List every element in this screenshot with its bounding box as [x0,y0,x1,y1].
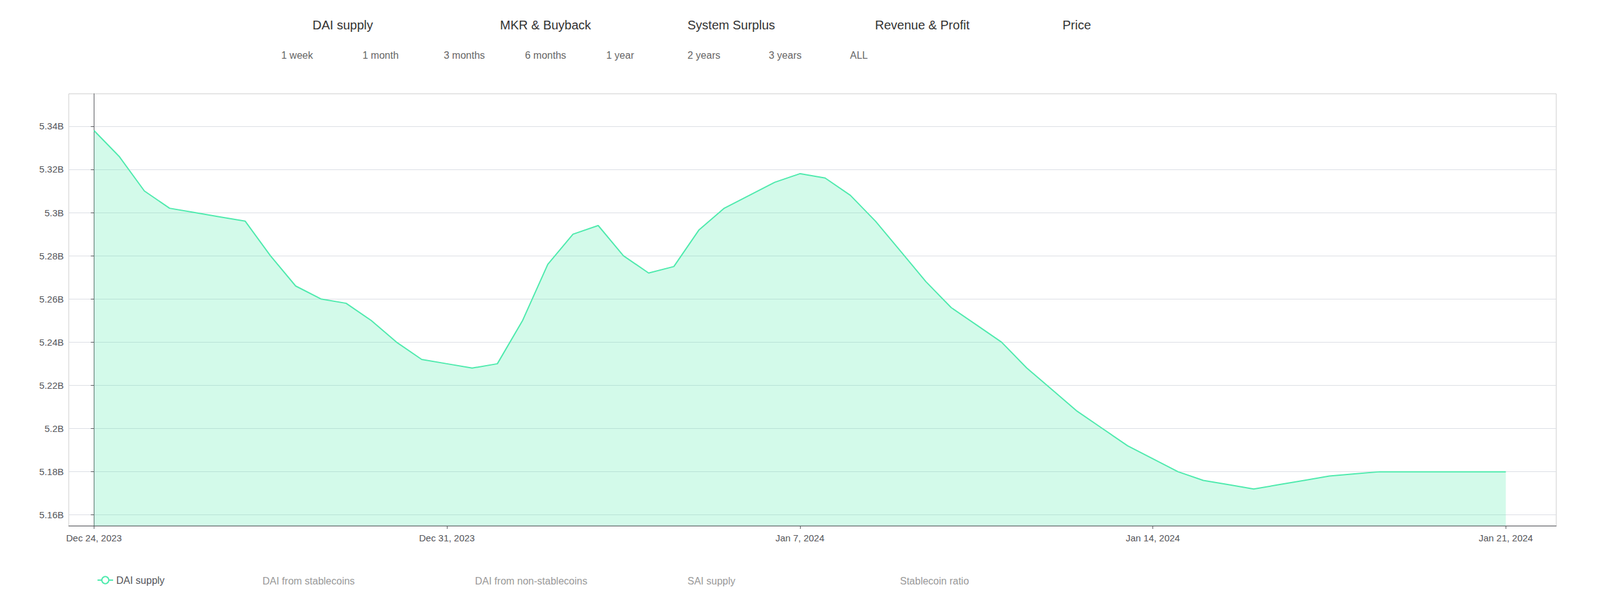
svg-text:5.18B: 5.18B [39,466,64,477]
svg-text:5.24B: 5.24B [39,336,64,348]
svg-text:DAI supply: DAI supply [116,575,165,586]
svg-text:1 month: 1 month [362,50,399,61]
svg-text:MKR & Buyback: MKR & Buyback [500,18,592,32]
svg-text:Revenue & Profit: Revenue & Profit [875,18,970,32]
svg-text:Jan 7, 2024: Jan 7, 2024 [775,532,825,544]
svg-text:Stablecoin ratio: Stablecoin ratio [900,575,969,587]
svg-text:DAI from non-stablecoins: DAI from non-stablecoins [475,575,588,587]
svg-text:3 months: 3 months [443,50,485,61]
svg-text:5.28B: 5.28B [39,250,64,262]
svg-text:ALL: ALL [850,50,869,61]
svg-text:5.34B: 5.34B [39,120,64,132]
svg-text:DAI supply: DAI supply [312,18,374,32]
svg-text:6 months: 6 months [525,50,567,61]
svg-text:3 years: 3 years [768,50,802,61]
svg-text:Dec 31, 2023: Dec 31, 2023 [418,532,475,544]
svg-text:System Surplus: System Surplus [687,18,775,32]
svg-text:Jan 14, 2024: Jan 14, 2024 [1125,532,1180,544]
svg-text:5.32B: 5.32B [39,163,64,175]
svg-text:1 week: 1 week [281,50,314,61]
svg-text:5.16B: 5.16B [39,509,64,520]
svg-text:Dec 24, 2023: Dec 24, 2023 [66,532,122,544]
svg-text:Jan 21, 2024: Jan 21, 2024 [1478,532,1534,544]
svg-text:5.3B: 5.3B [44,207,64,219]
svg-text:Price: Price [1062,18,1092,32]
svg-text:SAI supply: SAI supply [687,575,735,587]
svg-text:2 years: 2 years [687,50,720,61]
svg-text:5.22B: 5.22B [39,380,64,391]
svg-text:1 year: 1 year [606,50,635,61]
svg-text:5.2B: 5.2B [44,423,64,434]
svg-text:5.26B: 5.26B [39,293,64,305]
svg-text:DAI from stablecoins: DAI from stablecoins [262,575,355,587]
